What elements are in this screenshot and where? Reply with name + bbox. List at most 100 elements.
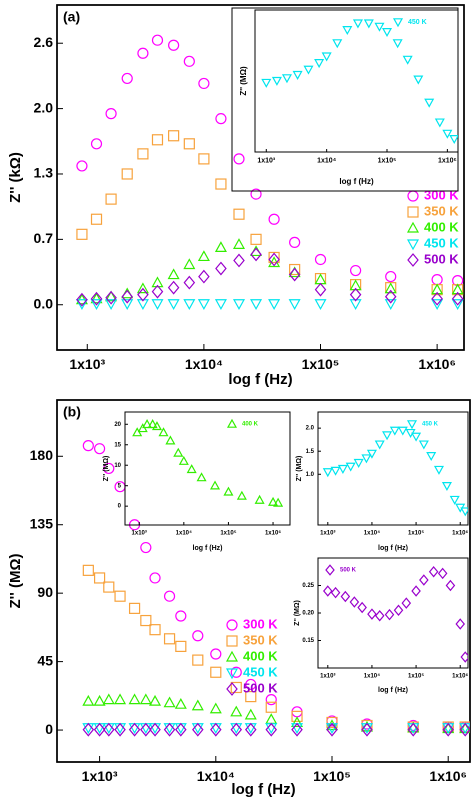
marker (140, 722, 152, 737)
marker (167, 299, 180, 310)
y-axis-label: Z'' (MΩ) (239, 66, 248, 96)
marker (322, 468, 333, 478)
marker (332, 39, 343, 49)
legend-marker (225, 668, 239, 680)
marker (90, 213, 103, 225)
x-tick-label: 1x10³ (69, 356, 105, 372)
chart: 1x10³ 1x10⁴ 1x10⁵ 1x10⁶ 0 45 90 135 180 log f (Hz… (7, 399, 471, 798)
marker (168, 39, 180, 51)
marker (428, 566, 439, 578)
marker (82, 564, 94, 576)
panel-label: (a) (63, 9, 80, 25)
marker (265, 722, 278, 737)
legend-label: 450 K (422, 422, 439, 428)
marker (349, 279, 362, 291)
x-axis-label: log f (Hz) (231, 781, 295, 798)
marker (149, 694, 162, 706)
marker (289, 236, 301, 248)
marker (147, 419, 158, 429)
legend-label: 450 K (408, 19, 427, 26)
marker (442, 722, 454, 737)
legend-marker (325, 564, 335, 576)
marker (90, 291, 103, 306)
marker (291, 716, 304, 728)
y-tick-label: 10 (114, 463, 121, 469)
marker (196, 472, 207, 482)
marker (402, 55, 413, 65)
marker (314, 299, 327, 310)
marker (273, 497, 284, 507)
marker (357, 601, 367, 614)
plot-frame (124, 411, 291, 526)
marker (178, 455, 189, 465)
marker (321, 52, 332, 62)
marker (265, 701, 277, 713)
legend-label: 450 K (424, 235, 459, 250)
y-tick-label: 90 (37, 584, 53, 600)
marker (163, 633, 176, 645)
plot-frame (56, 399, 471, 763)
marker (424, 98, 435, 108)
marker (209, 702, 222, 714)
marker (288, 267, 301, 282)
marker (352, 19, 363, 29)
marker (330, 466, 341, 476)
marker (361, 722, 373, 737)
legend-label: 500 K (243, 680, 278, 695)
marker (121, 289, 133, 304)
x-axis-label: log f (Hz) (193, 545, 223, 552)
markers (322, 426, 468, 517)
marker (174, 697, 187, 709)
marker (411, 432, 422, 442)
marker (128, 602, 141, 614)
marker (149, 624, 161, 636)
y-tick-label: 2.0 (306, 426, 315, 432)
marker (198, 77, 210, 90)
legend-label: 300 K (243, 616, 278, 631)
y-tick-label: 2.0 (34, 99, 54, 115)
marker (168, 130, 180, 142)
marker (151, 284, 164, 299)
marker (102, 693, 115, 705)
marker (93, 572, 106, 584)
marker (407, 722, 420, 737)
marker (121, 168, 133, 180)
marker (374, 22, 385, 32)
marker (451, 283, 464, 295)
marker (460, 651, 468, 663)
marker (165, 435, 176, 445)
marker (265, 713, 278, 725)
marker (413, 75, 424, 85)
marker (93, 694, 106, 706)
marker (431, 273, 443, 286)
legend-marker (392, 18, 404, 28)
marker (445, 579, 456, 592)
marker (151, 34, 164, 46)
marker (210, 722, 222, 737)
marker (325, 719, 339, 731)
marker (411, 585, 421, 597)
marker (76, 160, 88, 172)
marker (103, 462, 115, 475)
x-tick-label: 1x10⁴ (364, 530, 380, 536)
marker (128, 693, 141, 705)
marker (167, 280, 180, 295)
y-tick-label: 45 (37, 652, 53, 668)
marker (223, 486, 234, 496)
marker (230, 705, 243, 717)
marker (183, 275, 196, 290)
x-tick-label: 1x10⁴ (197, 768, 235, 784)
y-tick-label: 1.0 (306, 472, 315, 478)
marker (186, 464, 197, 474)
legend-marker (406, 221, 420, 233)
marker (121, 299, 134, 310)
marker (393, 604, 404, 616)
y-tick-label: 1.3 (34, 165, 54, 181)
chart: 1x10³ 1x10⁴ 1x10⁵ 1x10⁶ 1.0 1.5 2.0 log f (Hz) Z… (296, 411, 469, 552)
x-tick-label: 1x10³ (320, 672, 335, 679)
marker (449, 495, 460, 505)
marker (175, 722, 187, 737)
marker (163, 590, 176, 602)
marker (434, 118, 445, 128)
legend-marker (407, 190, 419, 202)
